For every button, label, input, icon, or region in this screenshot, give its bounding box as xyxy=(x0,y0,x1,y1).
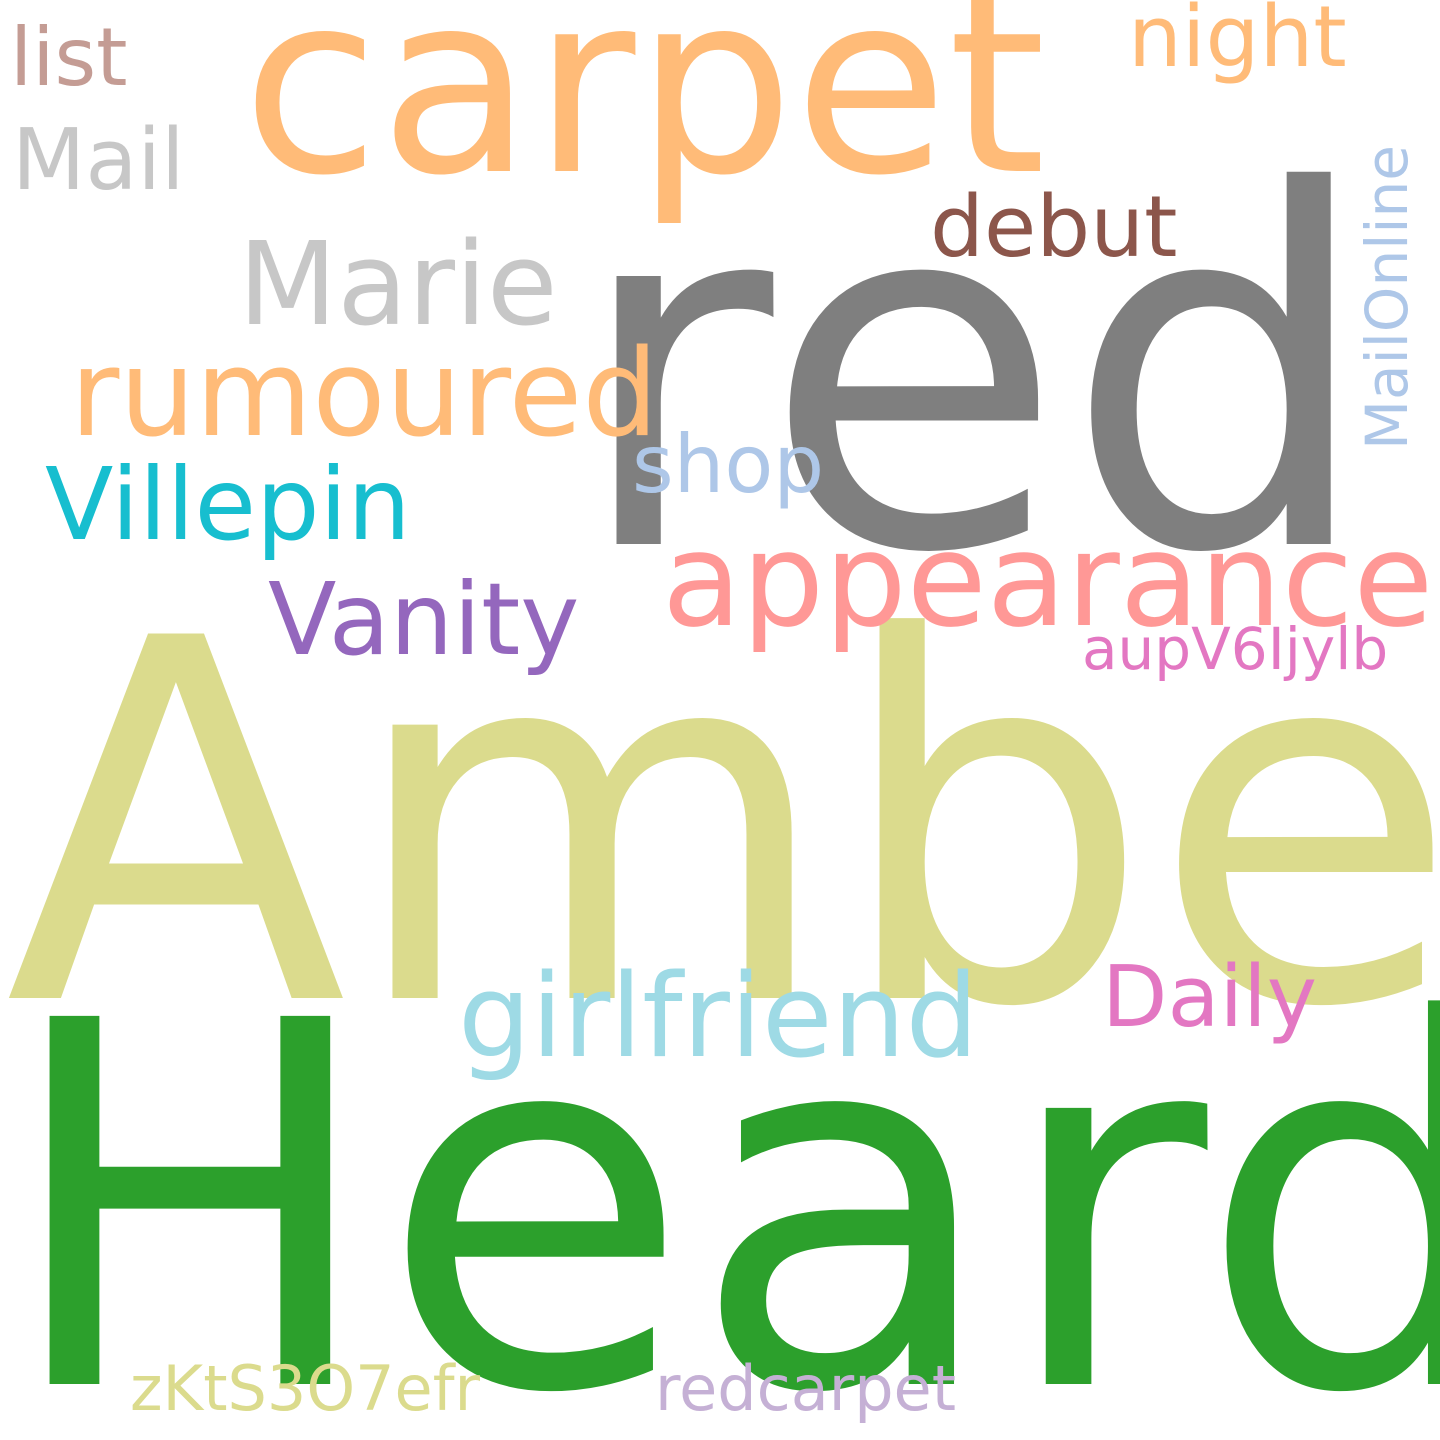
word-rumoured: rumoured xyxy=(70,325,659,464)
word-girlfriend: girlfriend xyxy=(458,950,979,1084)
word-list: list xyxy=(10,11,128,104)
word-red: red xyxy=(572,89,1376,660)
word-aupv6ijylb: aupV6Ijylb xyxy=(1082,615,1389,683)
word-marie: Marie xyxy=(238,218,558,352)
word-amber: Amber xyxy=(5,534,1440,1116)
word-debut: debut xyxy=(930,178,1178,277)
word-daily: Daily xyxy=(1102,948,1318,1047)
word-shop: shop xyxy=(632,418,825,511)
word-night: night xyxy=(1128,0,1347,87)
word-appearance: appearance xyxy=(662,504,1434,656)
word-mail: Mail xyxy=(12,111,185,210)
word-villepin: Villepin xyxy=(45,446,411,563)
word-redcarpet: redcarpet xyxy=(655,1352,957,1425)
word-vanity: Vanity xyxy=(268,561,580,678)
word-zkts3o7efr: zKtS3O7efr xyxy=(130,1352,481,1425)
word-carpet: carpet xyxy=(242,0,1046,230)
word-mailonline: MailOnline xyxy=(1353,145,1421,450)
word-heard: Heard xyxy=(0,916,1440,1440)
